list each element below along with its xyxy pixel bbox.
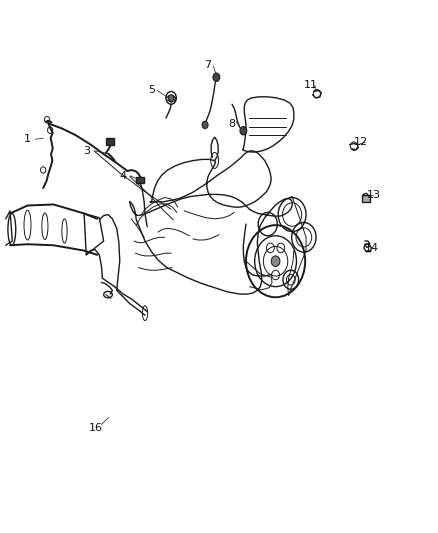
- Circle shape: [202, 121, 208, 128]
- Circle shape: [271, 256, 280, 266]
- Text: 13: 13: [367, 190, 381, 200]
- Text: 8: 8: [229, 119, 236, 129]
- Circle shape: [169, 95, 174, 101]
- Bar: [362, 196, 370, 202]
- Circle shape: [240, 126, 247, 135]
- Text: 1: 1: [24, 134, 31, 144]
- Text: 11: 11: [304, 80, 318, 90]
- Text: 7: 7: [205, 60, 212, 70]
- Circle shape: [213, 73, 220, 82]
- Text: 5: 5: [148, 85, 155, 95]
- Bar: [106, 138, 114, 144]
- Text: 3: 3: [84, 146, 91, 156]
- Text: 14: 14: [365, 243, 379, 253]
- Text: 16: 16: [89, 423, 103, 433]
- Bar: [136, 177, 144, 183]
- Text: 4: 4: [120, 171, 127, 181]
- Text: 12: 12: [353, 138, 367, 148]
